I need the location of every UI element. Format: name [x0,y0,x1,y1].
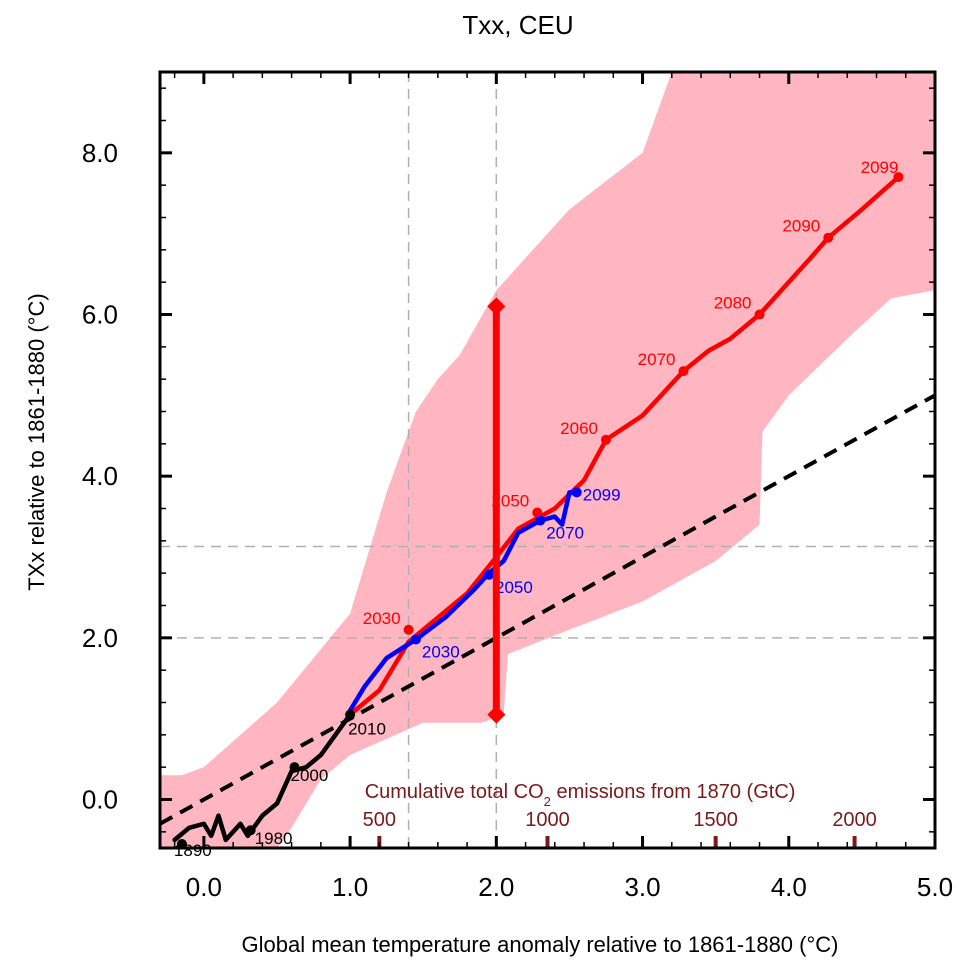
range-bar-low-marker [487,705,506,724]
co2-axis-label: Cumulative total CO2 emissions from 1870… [365,781,796,809]
series-1-marker-3 [571,487,582,498]
series-0-year-label-4: 2080 [714,294,752,313]
co2-tick-label-0: 500 [363,809,396,831]
series-2-marker-2 [289,762,300,773]
series-2-marker-0 [176,838,187,849]
y-tick-label-4: 8.0 [82,138,118,168]
series-1-year-label-0: 2030 [422,642,460,661]
series-1-year-label-3: 2099 [583,485,621,504]
series-0-year-label-1: 2050 [491,492,529,511]
x-tick-label-5: 5.0 [917,872,953,902]
series-0-year-label-5: 2090 [782,217,820,236]
series-0-marker-6 [893,172,904,183]
series-1-marker-2 [535,515,546,526]
series-line-2 [172,712,353,843]
co2-tick-label-3: 2000 [832,809,877,831]
y-tick-label-3: 6.0 [82,300,118,330]
series-0-marker-5 [823,232,834,243]
series-2-year-label-2: 2000 [291,766,329,785]
series-0-year-label-6: 2099 [861,158,899,177]
series-0-year-label-3: 2070 [638,350,676,369]
uncertainty-envelope [160,72,935,848]
x-tick-label-0: 0.0 [186,872,222,902]
y-tick-label-0: 0.0 [82,785,118,815]
series-0-year-label-0: 2030 [363,609,401,628]
one-to-one-line [159,393,936,826]
series-line-0 [347,174,901,717]
series-1-year-label-1: 2050 [495,578,533,597]
series-0-marker-0 [403,624,414,635]
plot-frame [158,70,937,850]
series-1-year-label-2: 2070 [546,524,584,543]
series-0-marker-2 [600,434,611,445]
y-tick-label-2: 4.0 [82,461,118,491]
x-tick-label-2: 2.0 [478,872,514,902]
chart-title: Txx, CEU [462,10,573,40]
x-tick-label-4: 4.0 [771,872,807,902]
y-tick-label-1: 2.0 [82,623,118,653]
series-2-year-label-0: 1890 [174,841,212,860]
series-1-marker-1 [484,569,495,580]
series-0-marker-4 [754,309,765,320]
series-2-year-label-1: 1980 [255,829,293,848]
series-2-marker-3 [345,709,356,720]
series-0-marker-1 [532,507,543,518]
co2-tick-label-1: 1000 [525,809,570,831]
series-2-year-label-3: 2010 [348,720,386,739]
series-0-year-label-2: 2060 [560,419,598,438]
series-0-marker-3 [678,366,689,377]
series-1-marker-0 [410,634,421,645]
range-bar-high-marker [487,297,506,316]
x-tick-label-3: 3.0 [624,872,660,902]
x-axis-label: Global mean temperature anomaly relative… [242,932,839,957]
x-tick-label-1: 1.0 [332,872,368,902]
series-2-marker-1 [245,825,256,836]
y-axis-label: TXx relative to 1861-1880 (°C) [24,293,49,590]
co2-tick-label-2: 1500 [693,809,738,831]
